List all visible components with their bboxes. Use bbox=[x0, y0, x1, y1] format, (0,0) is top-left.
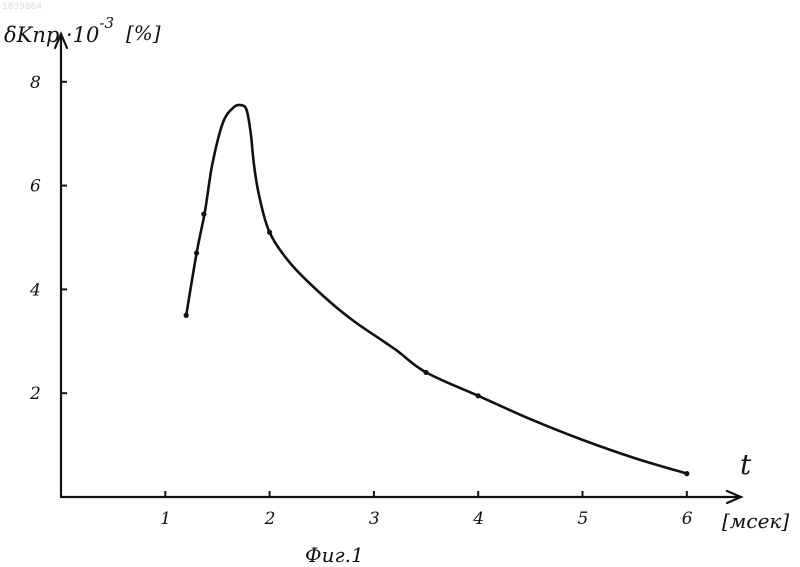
y-tick-label: 8 bbox=[30, 73, 41, 93]
x-tick-label: 5 bbox=[578, 509, 589, 529]
x-tick-label: 3 bbox=[369, 509, 380, 529]
y-axis-unit: [%] bbox=[126, 21, 161, 45]
document-id: 1839864 bbox=[2, 2, 42, 12]
data-curve bbox=[186, 105, 687, 474]
axes bbox=[55, 34, 741, 503]
y-tick-label: 4 bbox=[29, 280, 41, 300]
data-point-5 bbox=[476, 393, 481, 398]
tick-labels: 1 2 3 4 5 6 2 4 6 8 bbox=[29, 73, 693, 529]
ticks bbox=[61, 82, 687, 497]
data-point-0 bbox=[184, 313, 189, 318]
x-tick-label: 6 bbox=[682, 509, 693, 529]
x-axis-unit: [мсек] bbox=[722, 509, 789, 533]
data-point-2 bbox=[201, 212, 206, 217]
y-axis-label: δKпр ·10-3 bbox=[4, 14, 114, 47]
y-tick-label: 2 bbox=[29, 384, 41, 404]
data-point-1 bbox=[194, 250, 199, 255]
x-tick-label: 4 bbox=[472, 509, 484, 529]
data-point-6 bbox=[684, 471, 689, 476]
x-tick-label: 1 bbox=[160, 509, 171, 529]
y-tick-label: 6 bbox=[30, 177, 41, 197]
data-points bbox=[184, 212, 690, 477]
data-point-4 bbox=[423, 370, 428, 375]
data-point-3 bbox=[267, 230, 272, 235]
x-axis-label: t bbox=[740, 448, 752, 481]
figure-caption: Фиг.1 bbox=[305, 543, 364, 567]
y-axis-exponent: -3 bbox=[99, 14, 114, 32]
x-tick-label: 2 bbox=[264, 509, 276, 529]
